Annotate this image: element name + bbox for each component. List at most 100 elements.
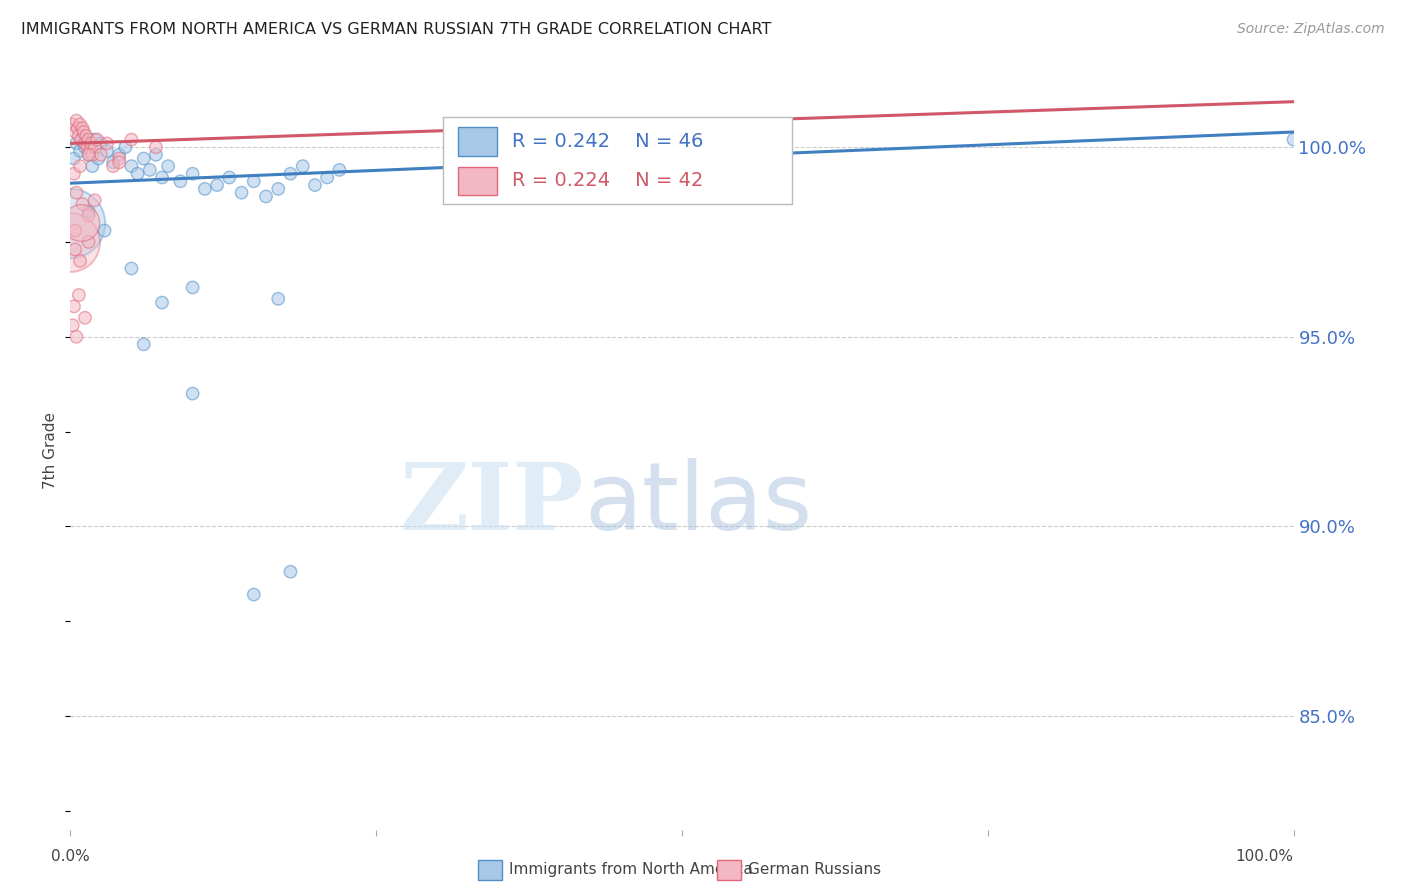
Point	[108, 155, 131, 169]
Point	[83, 133, 105, 147]
Point	[73, 136, 96, 151]
Point	[83, 140, 105, 154]
Point	[65, 136, 87, 151]
Point	[132, 337, 155, 351]
Point	[63, 125, 86, 139]
Point	[63, 167, 86, 181]
Point	[169, 174, 191, 188]
Point	[108, 152, 131, 166]
Point	[145, 140, 167, 154]
Point	[80, 136, 103, 151]
Point	[63, 300, 86, 314]
Point	[79, 144, 101, 158]
Point	[205, 178, 228, 193]
Point	[59, 235, 82, 249]
Point	[127, 167, 149, 181]
Text: R = 0.224    N = 42: R = 0.224 N = 42	[512, 171, 703, 190]
Point	[96, 136, 118, 151]
Point	[121, 261, 143, 276]
Point	[59, 216, 82, 230]
Point	[87, 152, 110, 166]
Point	[73, 125, 96, 139]
Point	[66, 121, 89, 136]
Point	[62, 118, 84, 132]
Text: Immigrants from North America: Immigrants from North America	[509, 863, 752, 877]
Point	[121, 159, 143, 173]
Point	[73, 140, 96, 154]
Point	[63, 243, 86, 257]
Point	[101, 155, 124, 169]
Point	[101, 159, 124, 173]
Point	[181, 386, 204, 401]
Point	[82, 159, 104, 173]
Point	[65, 330, 87, 344]
Point	[194, 182, 217, 196]
FancyBboxPatch shape	[458, 167, 498, 195]
Text: IMMIGRANTS FROM NORTH AMERICA VS GERMAN RUSSIAN 7TH GRADE CORRELATION CHART: IMMIGRANTS FROM NORTH AMERICA VS GERMAN …	[21, 22, 772, 37]
Point	[77, 133, 100, 147]
Point	[316, 170, 339, 185]
Point	[62, 318, 84, 333]
Point	[218, 170, 240, 185]
Point	[181, 167, 204, 181]
Point	[77, 148, 100, 162]
Point	[77, 204, 100, 219]
Text: 100.0%: 100.0%	[1236, 848, 1294, 863]
Point	[63, 224, 86, 238]
Point	[82, 148, 104, 162]
Point	[90, 148, 112, 162]
Text: 0.0%: 0.0%	[51, 848, 90, 863]
Point	[69, 144, 91, 158]
Point	[114, 140, 136, 154]
Point	[267, 292, 290, 306]
Point	[73, 310, 96, 325]
Point	[96, 144, 118, 158]
Point	[121, 133, 143, 147]
Point	[93, 224, 115, 238]
Point	[63, 152, 86, 166]
Point	[72, 128, 94, 143]
Point	[243, 174, 266, 188]
Y-axis label: 7th Grade: 7th Grade	[44, 412, 59, 489]
Point	[243, 588, 266, 602]
Point	[280, 167, 302, 181]
Point	[72, 121, 94, 136]
Text: atlas: atlas	[583, 458, 813, 549]
Point	[231, 186, 253, 200]
Point	[72, 197, 94, 211]
Point	[280, 565, 302, 579]
Point	[77, 148, 100, 162]
Point	[157, 159, 180, 173]
Point	[267, 182, 290, 196]
Point	[75, 128, 97, 143]
Point	[145, 148, 167, 162]
Point	[304, 178, 326, 193]
FancyBboxPatch shape	[443, 117, 792, 204]
Point	[328, 163, 350, 178]
Point	[90, 136, 112, 151]
Point	[150, 170, 173, 185]
Text: German Russians: German Russians	[748, 863, 882, 877]
Point	[83, 194, 105, 208]
Point	[139, 163, 162, 178]
Point	[86, 133, 108, 147]
Point	[69, 159, 91, 173]
Point	[69, 254, 91, 268]
Point	[150, 295, 173, 310]
Point	[67, 128, 90, 143]
Point	[65, 186, 87, 200]
Point	[67, 288, 90, 302]
Point	[254, 189, 277, 203]
Point	[291, 159, 314, 173]
Point	[77, 209, 100, 223]
Point	[181, 280, 204, 294]
Text: R = 0.242    N = 46: R = 0.242 N = 46	[512, 132, 703, 151]
Text: ZIP: ZIP	[399, 458, 583, 549]
FancyBboxPatch shape	[458, 128, 498, 156]
Point	[108, 148, 131, 162]
Point	[77, 235, 100, 249]
Point	[70, 133, 93, 147]
Point	[65, 113, 87, 128]
Point	[1282, 133, 1305, 147]
Point	[76, 140, 98, 154]
